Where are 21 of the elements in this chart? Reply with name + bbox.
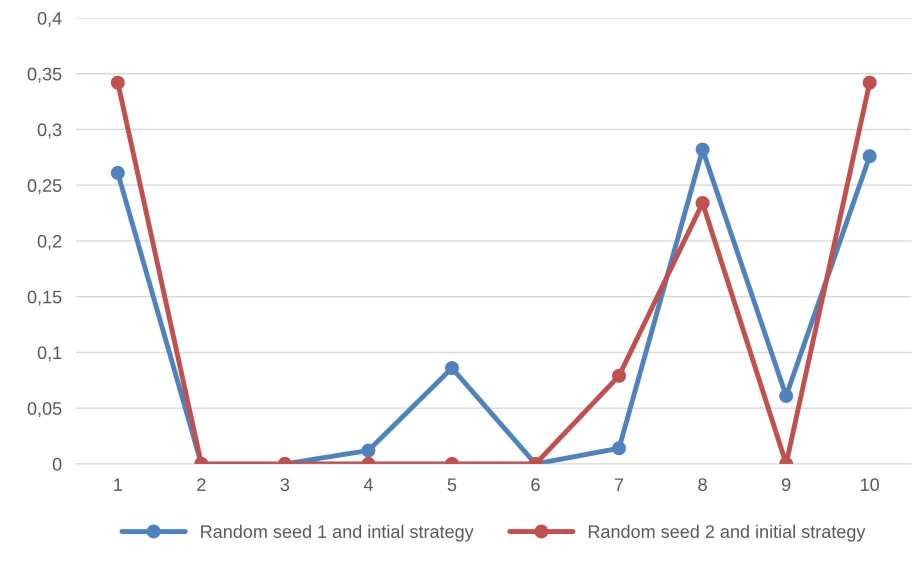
y-tick-label: 0,25	[28, 179, 62, 194]
y-tick-label: 0,15	[28, 290, 62, 306]
x-tick-label: 10	[860, 478, 879, 492]
x-tick-label: 3	[280, 478, 290, 492]
y-tick-label: 0,2	[38, 234, 62, 250]
y-tick-label: 0,3	[38, 123, 62, 138]
x-tick-label: 8	[698, 478, 707, 492]
y-tick-label: 0,1	[38, 346, 62, 362]
x-tick-label: 1	[114, 478, 122, 491]
x-tick-label: 4	[364, 478, 373, 491]
legend-label: Random seed 2 and initial strategy	[588, 524, 866, 542]
x-tick-label: 6	[531, 478, 540, 492]
x-tick-label: 5	[448, 478, 456, 492]
x-tick-label: 2	[197, 478, 206, 491]
y-tick-label: 0,35	[28, 68, 62, 83]
legend-label: Random seed 1 and intial strategy	[201, 524, 474, 542]
x-tick-label: 7	[614, 478, 624, 491]
x-tick-label: 9	[782, 478, 790, 492]
y-tick-label: 0,4	[38, 12, 62, 27]
y-tick-label: 0,05	[28, 402, 62, 418]
y-tick-label: 0	[52, 458, 62, 471]
